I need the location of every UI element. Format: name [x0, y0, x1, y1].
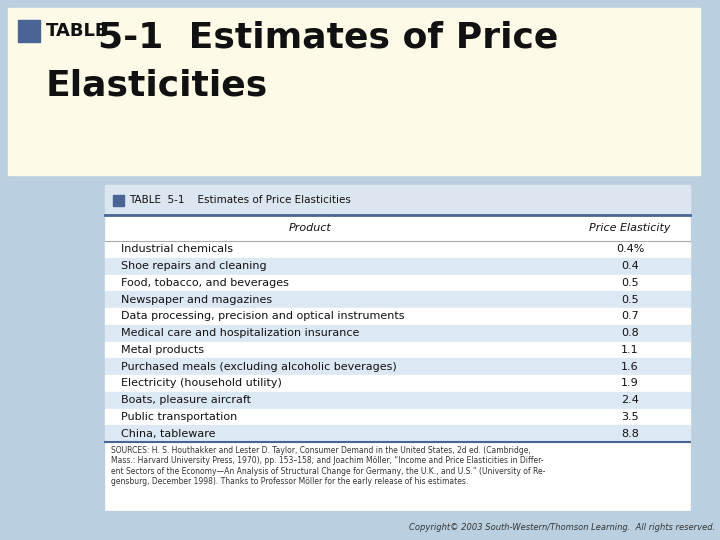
Text: Price Elasticity: Price Elasticity	[589, 223, 671, 233]
Bar	[105, 325, 690, 341]
Text: Purchased meals (excluding alcoholic beverages): Purchased meals (excluding alcoholic bev…	[121, 362, 397, 372]
Bar	[105, 341, 690, 358]
Bar	[105, 308, 690, 325]
Text: 0.5: 0.5	[621, 295, 639, 305]
Text: Food, tobacco, and beverages: Food, tobacco, and beverages	[121, 278, 289, 288]
Text: 0.4%: 0.4%	[616, 245, 644, 254]
Text: 0.4: 0.4	[621, 261, 639, 271]
Bar	[105, 375, 690, 392]
Bar	[105, 185, 690, 510]
Text: 1.6: 1.6	[621, 362, 639, 372]
Bar	[105, 426, 690, 442]
Text: Newspaper and magazines: Newspaper and magazines	[121, 295, 272, 305]
Bar	[105, 185, 690, 215]
Text: SOURCES: H. S. Houthakker and Lester D. Taylor, Consumer Demand in the United St: SOURCES: H. S. Houthakker and Lester D. …	[111, 446, 545, 486]
Text: Boats, pleasure aircraft: Boats, pleasure aircraft	[121, 395, 251, 405]
Text: 2.4: 2.4	[621, 395, 639, 405]
Bar	[105, 274, 690, 291]
Text: Industrial chemicals: Industrial chemicals	[121, 245, 233, 254]
Text: 0.5: 0.5	[621, 278, 639, 288]
Bar	[8, 8, 700, 175]
Bar	[105, 258, 690, 274]
Text: TABLE  5-1    Estimates of Price Elasticities: TABLE 5-1 Estimates of Price Elasticitie…	[129, 195, 351, 205]
Text: 1.1: 1.1	[621, 345, 639, 355]
Text: Shoe repairs and cleaning: Shoe repairs and cleaning	[121, 261, 266, 271]
Text: Metal products: Metal products	[121, 345, 204, 355]
Text: China, tableware: China, tableware	[121, 429, 215, 438]
Text: 5-1  Estimates of Price: 5-1 Estimates of Price	[98, 20, 559, 54]
Text: 3.5: 3.5	[621, 412, 639, 422]
Text: 0.8: 0.8	[621, 328, 639, 338]
Text: 0.7: 0.7	[621, 312, 639, 321]
Text: TABLE: TABLE	[46, 22, 108, 40]
Text: Data processing, precision and optical instruments: Data processing, precision and optical i…	[121, 312, 405, 321]
Bar	[105, 392, 690, 408]
Text: 1.9: 1.9	[621, 379, 639, 388]
Text: Copyright© 2003 South-Western/Thomson Learning.  All rights reserved.: Copyright© 2003 South-Western/Thomson Le…	[409, 523, 715, 532]
Text: Product: Product	[289, 223, 331, 233]
Text: Electricity (household utility): Electricity (household utility)	[121, 379, 282, 388]
Text: 8.8: 8.8	[621, 429, 639, 438]
Bar	[105, 291, 690, 308]
Bar	[18, 20, 40, 42]
Bar	[113, 194, 124, 206]
Text: Elasticities: Elasticities	[46, 69, 269, 103]
Bar	[105, 241, 690, 258]
Bar	[105, 358, 690, 375]
Text: Public transportation: Public transportation	[121, 412, 238, 422]
Bar	[105, 408, 690, 426]
Text: Medical care and hospitalization insurance: Medical care and hospitalization insuran…	[121, 328, 359, 338]
